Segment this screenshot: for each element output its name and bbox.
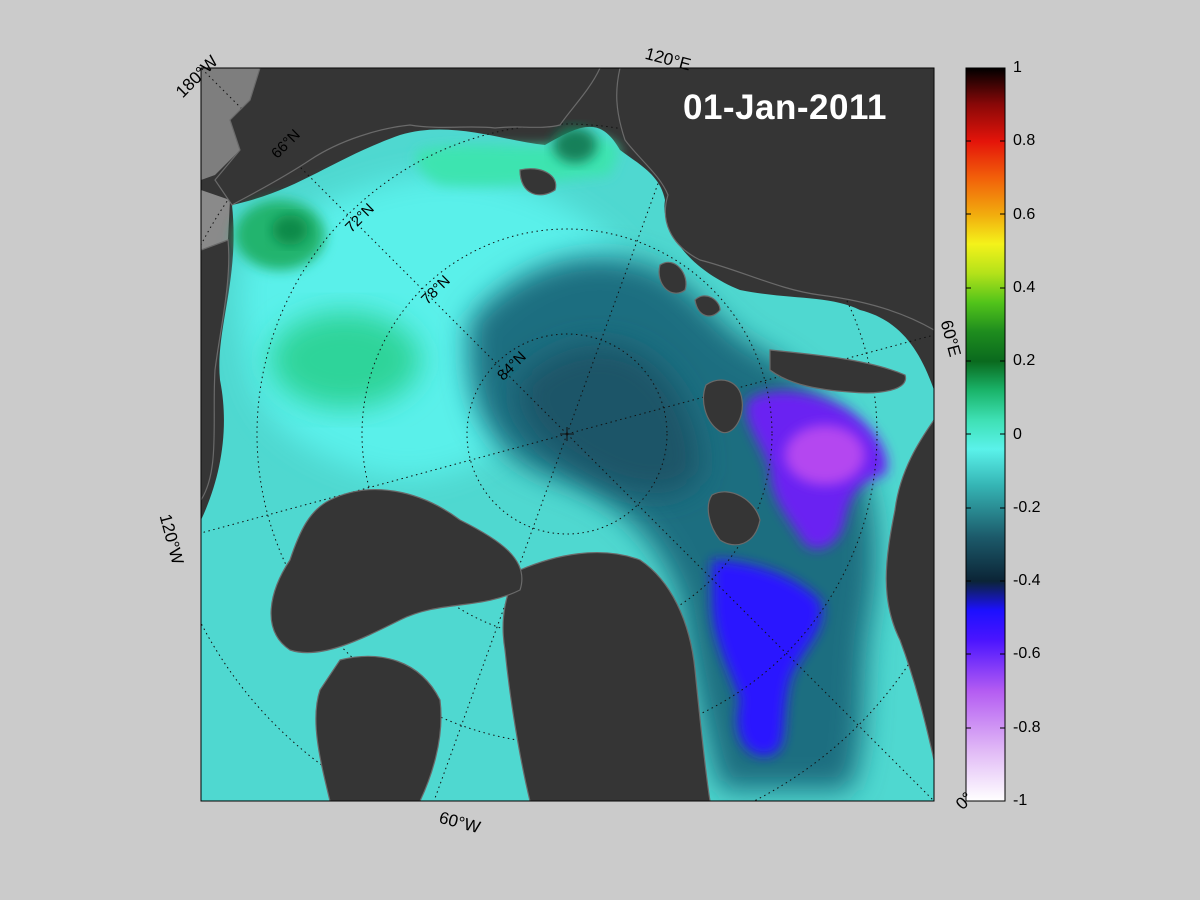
anomaly-barents-core	[785, 425, 865, 485]
novaya-zemlya	[769, 349, 907, 394]
green-patch-west	[270, 312, 420, 408]
colorbar-tick-label: 0.2	[1013, 352, 1036, 370]
baffin-island	[315, 655, 442, 801]
ocean-deep-teal	[518, 344, 700, 494]
colorbar-tick-label: 0	[1013, 425, 1022, 443]
severnaya-zemlya	[658, 261, 687, 294]
green-patch-north	[553, 127, 597, 163]
alaska	[201, 239, 230, 502]
colorbar-tick-label: -0.8	[1013, 718, 1041, 736]
colorbar-tick-label: 1	[1013, 59, 1022, 76]
colorbar-tick-label: -0.2	[1013, 498, 1041, 516]
colorbar-tick-label: 0.8	[1013, 132, 1036, 150]
colorbar-tick-marks	[966, 140, 1005, 729]
chukotka	[214, 68, 601, 206]
colorbar-tick-label: -1	[1013, 792, 1028, 809]
scandinavia	[885, 418, 934, 761]
franz-josef-land	[694, 295, 721, 317]
map-frame	[200, 67, 935, 802]
canadian-archipelago	[270, 489, 523, 654]
date-label: 01-Jan-2011	[683, 88, 887, 127]
svalbard-south	[707, 491, 761, 546]
land-masses	[201, 68, 934, 801]
colorbar-tick-label: -0.6	[1013, 645, 1041, 663]
greenland	[502, 551, 711, 801]
no-data-region-2	[201, 190, 230, 250]
colorbar	[965, 67, 1006, 802]
no-data-region	[201, 68, 260, 180]
siberia	[616, 68, 934, 331]
svalbard	[702, 379, 743, 434]
green-patch-northwest-dark	[272, 215, 308, 245]
colorbar-tick-label: 0.6	[1013, 205, 1036, 223]
latitude-circles	[201, 68, 934, 801]
colorbar-tick-label: -0.4	[1013, 572, 1041, 590]
north-pole-marker	[560, 427, 574, 441]
new-siberian-islands	[519, 168, 557, 196]
colorbar-tick-label: 0.4	[1013, 278, 1036, 296]
anomaly-greenland-sea-blue	[712, 560, 823, 756]
